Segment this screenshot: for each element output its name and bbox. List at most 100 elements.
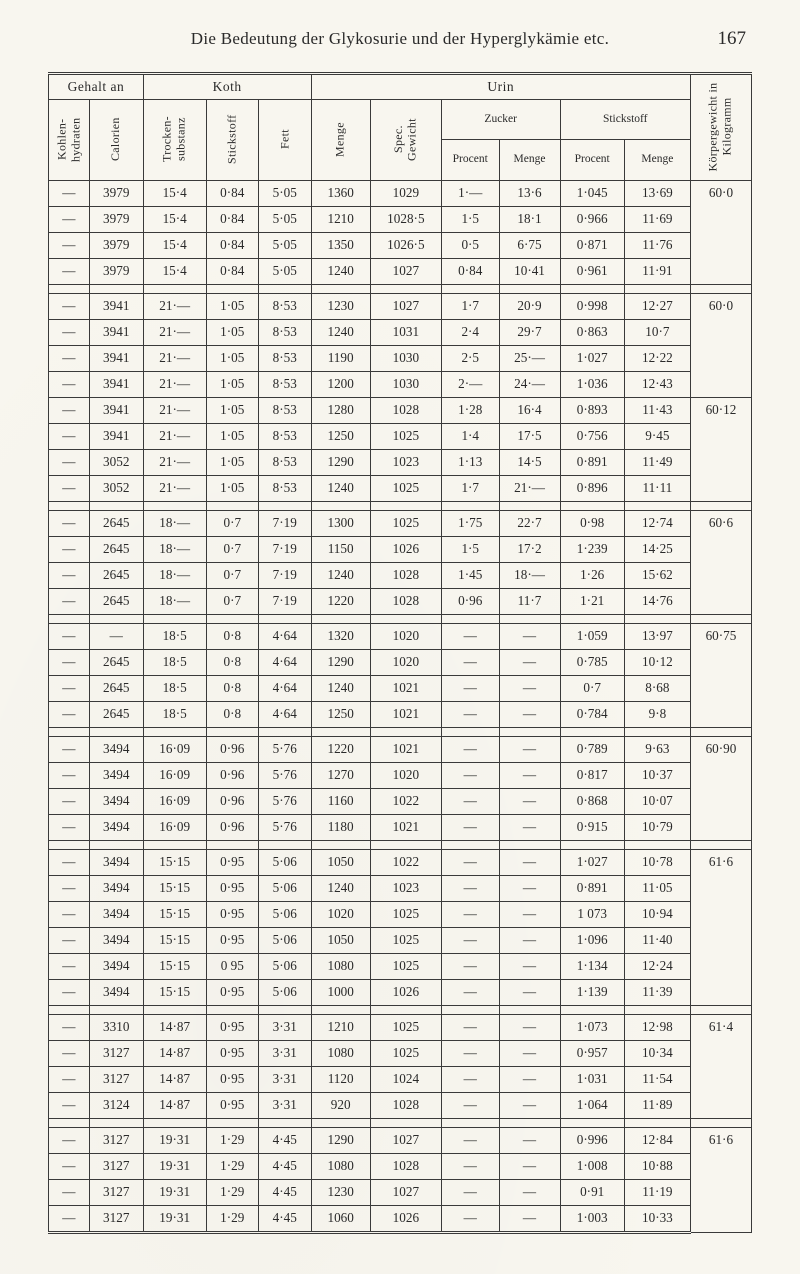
table-cell: — bbox=[441, 701, 499, 727]
table-row: —349416·090·965·7611601022——0·86810·07 bbox=[49, 788, 752, 814]
table-cell: — bbox=[441, 1066, 499, 1092]
table-cell: 1050 bbox=[311, 927, 370, 953]
table-cell: 12·98 bbox=[624, 1014, 690, 1040]
table-row: —264518·50·84·6412501021——0·7849·8 bbox=[49, 701, 752, 727]
hdr-kohlenhydraten: Kohlen- hydraten bbox=[49, 99, 90, 180]
table-cell: 5·76 bbox=[259, 762, 312, 788]
table-cell: 3310 bbox=[89, 1014, 143, 1040]
table-cell: — bbox=[49, 1205, 90, 1232]
table-cell: 1240 bbox=[311, 475, 370, 501]
hdr-trockensubstanz: Trocken- substanz bbox=[143, 99, 206, 180]
table-row: ——18·50·84·6413201020——1·05913·9760·75 bbox=[49, 623, 752, 649]
table-cell: 14·87 bbox=[143, 1040, 206, 1066]
table-cell: 1024 bbox=[370, 1066, 441, 1092]
table-cell: 18·5 bbox=[143, 649, 206, 675]
table-row: —305221·—1·058·53124010251·721·—0·89611·… bbox=[49, 475, 752, 501]
table-cell: 1080 bbox=[311, 1040, 370, 1066]
table-cell: 60·0 bbox=[690, 180, 751, 284]
table-cell: — bbox=[49, 788, 90, 814]
table-cell: 1·— bbox=[441, 180, 499, 206]
table-cell: 0·756 bbox=[560, 423, 624, 449]
table-cell: 1160 bbox=[311, 788, 370, 814]
table-cell: 11·05 bbox=[624, 875, 690, 901]
table-cell: 5·05 bbox=[259, 206, 312, 232]
table-cell: 13·97 bbox=[624, 623, 690, 649]
table-cell: — bbox=[49, 701, 90, 727]
table-cell: — bbox=[441, 1092, 499, 1118]
table-cell: — bbox=[49, 423, 90, 449]
table-cell: — bbox=[499, 875, 560, 901]
table-cell: 8·53 bbox=[259, 371, 312, 397]
table-row: —312714·870·953·3110801025——0·95710·34 bbox=[49, 1040, 752, 1066]
table-cell: 1026 bbox=[370, 979, 441, 1005]
table-cell: — bbox=[441, 762, 499, 788]
table-cell: — bbox=[499, 1066, 560, 1092]
table-cell: 3494 bbox=[89, 736, 143, 762]
table-cell: — bbox=[499, 736, 560, 762]
table-cell: 19·31 bbox=[143, 1205, 206, 1232]
table-cell: 19·31 bbox=[143, 1153, 206, 1179]
table-row: —394121·—1·058·53120010302·—24·—1·03612·… bbox=[49, 371, 752, 397]
table-cell: 0·95 bbox=[206, 849, 259, 875]
table-cell: 1·05 bbox=[206, 319, 259, 345]
table-cell: 12·24 bbox=[624, 953, 690, 979]
table-cell: 14·5 bbox=[499, 449, 560, 475]
table-cell: — bbox=[499, 1014, 560, 1040]
table-cell: 1·096 bbox=[560, 927, 624, 953]
table-cell: — bbox=[49, 675, 90, 701]
table-cell: 21·— bbox=[143, 345, 206, 371]
table-cell: 1240 bbox=[311, 319, 370, 345]
table-cell: 0·7 bbox=[206, 588, 259, 614]
table-cell: — bbox=[441, 849, 499, 875]
table-cell: — bbox=[441, 1127, 499, 1153]
table-cell: 1028 bbox=[370, 588, 441, 614]
table-cell: 8·53 bbox=[259, 293, 312, 319]
table-cell: 1080 bbox=[311, 953, 370, 979]
table-cell: 1300 bbox=[311, 510, 370, 536]
table-cell: 1·05 bbox=[206, 423, 259, 449]
table-cell: 0·871 bbox=[560, 232, 624, 258]
table-cell: 3127 bbox=[89, 1205, 143, 1232]
table-cell: 1·05 bbox=[206, 397, 259, 423]
table-row: —312719·311·294·4510601026——1·00310·33 bbox=[49, 1205, 752, 1232]
table-cell: 5·05 bbox=[259, 258, 312, 284]
table-row: —264518·50·84·6412901020——0·78510·12 bbox=[49, 649, 752, 675]
table-cell: — bbox=[441, 649, 499, 675]
table-cell: 1320 bbox=[311, 623, 370, 649]
table-cell: 20·9 bbox=[499, 293, 560, 319]
table-cell: 1·139 bbox=[560, 979, 624, 1005]
table-cell: 4·64 bbox=[259, 701, 312, 727]
table-cell: 3979 bbox=[89, 258, 143, 284]
table-cell: 3127 bbox=[89, 1127, 143, 1153]
table-cell: 1021 bbox=[370, 675, 441, 701]
table-cell: — bbox=[441, 901, 499, 927]
table-header: Gehalt an Koth Urin Körpergewicht in Kil… bbox=[49, 74, 752, 181]
table-cell: — bbox=[49, 371, 90, 397]
table-row: —349416·090·965·7611801021——0·91510·79 bbox=[49, 814, 752, 840]
table-cell: — bbox=[49, 901, 90, 927]
table-cell: — bbox=[49, 180, 90, 206]
table-cell: 1·239 bbox=[560, 536, 624, 562]
table-cell: 1028 bbox=[370, 1153, 441, 1179]
table-cell: 5·76 bbox=[259, 814, 312, 840]
table-cell: 3127 bbox=[89, 1066, 143, 1092]
table-cell: 8·53 bbox=[259, 475, 312, 501]
table-cell: 0·957 bbox=[560, 1040, 624, 1066]
table-cell: 10·41 bbox=[499, 258, 560, 284]
hdr-gehalt-an: Gehalt an bbox=[49, 74, 144, 100]
table-cell: 2645 bbox=[89, 701, 143, 727]
table-cell: 1250 bbox=[311, 701, 370, 727]
table-cell: 1250 bbox=[311, 423, 370, 449]
table-cell: 10·07 bbox=[624, 788, 690, 814]
table-cell: 18·— bbox=[143, 536, 206, 562]
table-row: —331014·870·953·3112101025——1·07312·9861… bbox=[49, 1014, 752, 1040]
table-cell: 1240 bbox=[311, 258, 370, 284]
table-cell: 1020 bbox=[370, 649, 441, 675]
table-cell: — bbox=[49, 953, 90, 979]
table-cell: 5·06 bbox=[259, 927, 312, 953]
table-cell: 0·8 bbox=[206, 675, 259, 701]
table-cell: 3127 bbox=[89, 1179, 143, 1205]
table-cell: 10·34 bbox=[624, 1040, 690, 1066]
table-cell: 1025 bbox=[370, 901, 441, 927]
table-cell: 3052 bbox=[89, 449, 143, 475]
